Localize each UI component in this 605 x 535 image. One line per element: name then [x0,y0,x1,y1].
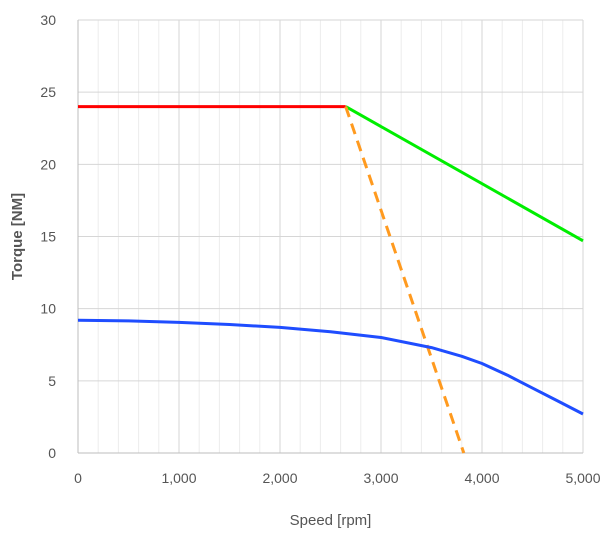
y-axis-title: Torque [NM] [9,193,26,280]
x-tick-label: 4,000 [464,470,499,486]
series-lines [77,105,584,454]
y-tick-label: 0 [48,445,56,461]
x-tick-label: 5,000 [565,470,600,486]
series-line-4 [77,318,584,416]
axes [77,20,583,454]
x-tick-label: 2,000 [262,470,297,486]
x-tick-labels: 0 1,000 2,000 3,000 4,000 5,000 [74,470,601,486]
y-tick-label: 10 [40,301,56,317]
y-tick-label: 5 [48,373,56,389]
series-line-2 [344,105,584,243]
x-tick-label: 3,000 [363,470,398,486]
y-tick-label: 20 [40,156,56,172]
y-tick-label: 15 [40,229,56,245]
y-tick-label: 30 [40,12,56,28]
series-line-3 [344,106,466,454]
y-tick-labels: 0 5 10 15 20 25 30 [40,12,56,461]
x-tick-label: 1,000 [161,470,196,486]
grid-major [77,19,584,454]
y-tick-label: 25 [40,84,56,100]
x-tick-label: 0 [74,470,82,486]
x-axis-title: Speed [rpm] [290,512,372,529]
